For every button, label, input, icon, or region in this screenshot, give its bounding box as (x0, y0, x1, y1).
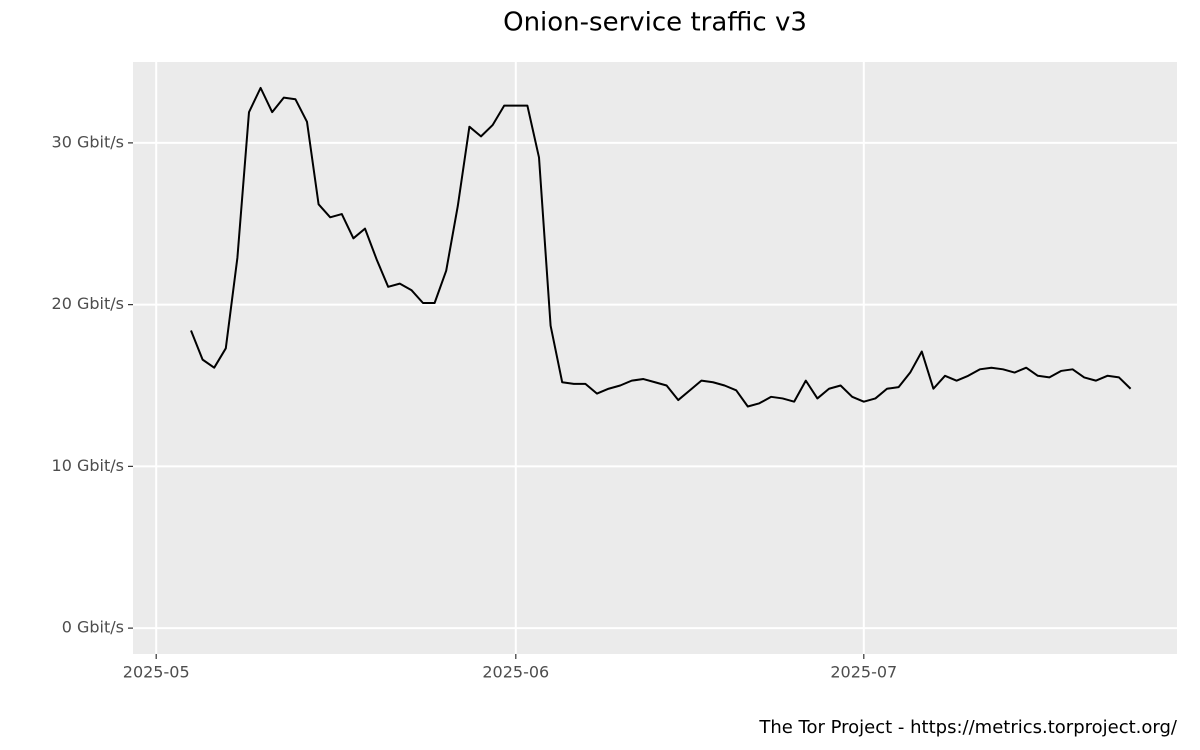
x-tick-label: 2025-06 (482, 663, 549, 682)
caption: The Tor Project - https://metrics.torpro… (758, 717, 1178, 738)
plot-panel (133, 62, 1177, 654)
y-tick-label: 0 Gbit/s (62, 618, 124, 637)
x-tick-label: 2025-05 (123, 663, 190, 682)
y-tick-label: 30 Gbit/s (52, 132, 124, 151)
x-tick-label: 2025-07 (830, 663, 897, 682)
chart-title: Onion-service traffic v3 (503, 8, 807, 38)
y-tick-label: 10 Gbit/s (52, 456, 124, 475)
y-tick-label: 20 Gbit/s (52, 294, 124, 313)
data-line (190, 86, 1132, 408)
